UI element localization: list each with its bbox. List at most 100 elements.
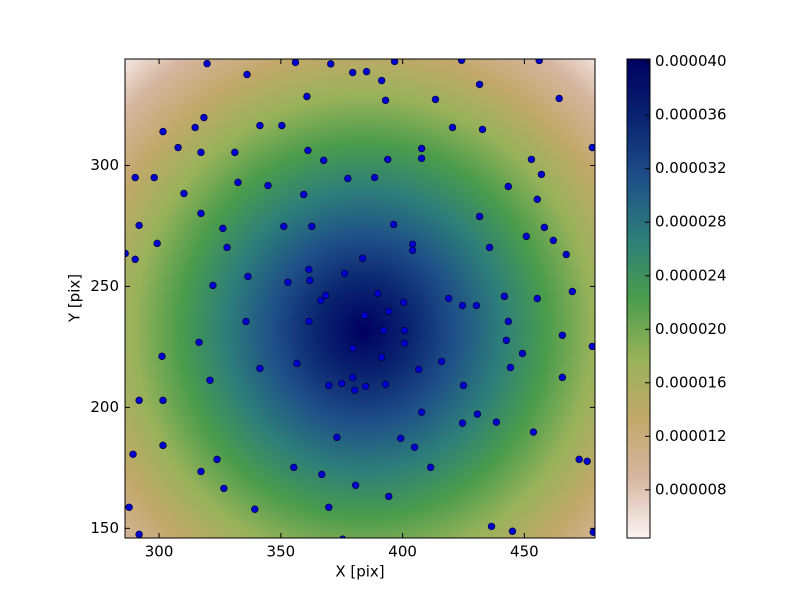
point — [256, 364, 264, 373]
point — [234, 178, 242, 187]
point — [475, 212, 484, 221]
point — [159, 127, 167, 136]
colorbar-tick-label: 0.000008 — [655, 480, 727, 498]
point — [535, 59, 543, 65]
point — [408, 246, 417, 255]
point — [399, 298, 408, 307]
point — [320, 156, 328, 165]
point — [158, 352, 166, 361]
point — [284, 278, 292, 286]
point — [318, 470, 326, 479]
point — [500, 292, 509, 301]
y-tick-label: 300 — [90, 156, 119, 174]
point — [502, 336, 511, 345]
point — [374, 289, 382, 298]
x-tick-label: 350 — [267, 543, 296, 561]
x-axis-label: X [pix] — [335, 563, 384, 581]
point — [197, 148, 205, 157]
point — [533, 294, 541, 303]
point — [135, 221, 143, 230]
point — [180, 189, 188, 198]
point — [131, 173, 139, 182]
colorbar-tick-label: 0.000020 — [655, 320, 727, 338]
point — [400, 339, 409, 347]
point — [389, 220, 398, 229]
point — [174, 143, 182, 152]
point — [396, 434, 405, 443]
point — [303, 92, 311, 101]
point — [213, 455, 221, 464]
x-tick-label: 450 — [510, 543, 539, 561]
point — [338, 379, 346, 388]
point — [458, 419, 467, 427]
colorbar — [626, 58, 651, 539]
point — [562, 250, 570, 259]
point — [321, 291, 330, 300]
y-tick-label: 250 — [90, 277, 119, 295]
point — [583, 457, 591, 466]
point — [300, 190, 308, 199]
point — [197, 467, 205, 476]
point — [457, 59, 466, 64]
point — [231, 148, 239, 157]
point — [251, 505, 259, 513]
point — [305, 317, 313, 326]
point — [381, 380, 390, 389]
point — [472, 301, 481, 310]
point — [522, 232, 531, 241]
y-axis-label: Y [pix] — [66, 274, 84, 323]
colorbar-tick-label: 0.000028 — [655, 213, 727, 231]
point — [568, 287, 577, 296]
point — [129, 450, 137, 458]
point — [540, 223, 549, 232]
point — [125, 503, 133, 511]
colorbar-tick-label: 0.000016 — [655, 373, 727, 391]
point — [492, 418, 501, 426]
point — [348, 68, 357, 77]
points — [125, 59, 595, 538]
point — [555, 94, 563, 103]
point — [200, 113, 208, 122]
colorbar-tick-label: 0.000040 — [655, 52, 727, 70]
y-tick-label: 200 — [90, 398, 119, 416]
point — [135, 396, 143, 405]
point — [350, 386, 359, 394]
point — [431, 95, 440, 104]
point — [361, 382, 370, 391]
point — [444, 294, 453, 303]
point — [379, 326, 388, 335]
point — [527, 155, 536, 164]
point — [410, 443, 419, 451]
point — [333, 433, 341, 442]
point — [414, 365, 423, 374]
point — [417, 144, 426, 153]
point — [206, 376, 214, 384]
point — [209, 281, 217, 290]
point — [306, 276, 314, 285]
point — [589, 528, 595, 536]
point — [588, 342, 595, 351]
point — [506, 363, 515, 372]
point — [219, 224, 227, 233]
point — [504, 182, 513, 191]
point — [223, 243, 231, 252]
density-map — [125, 59, 595, 538]
point — [475, 80, 484, 89]
point — [377, 353, 386, 361]
point — [150, 173, 158, 182]
point — [575, 455, 583, 464]
point — [362, 67, 371, 76]
point — [384, 155, 392, 164]
point — [278, 121, 286, 130]
colorbar-tick-label: 0.000012 — [655, 427, 727, 445]
point — [220, 484, 228, 493]
point — [197, 209, 205, 218]
point — [448, 123, 457, 132]
point — [135, 530, 143, 538]
point — [131, 255, 139, 264]
x-tick-label: 400 — [388, 543, 417, 561]
point — [242, 317, 250, 326]
y-tick-label: 150 — [90, 519, 119, 537]
point — [558, 373, 567, 382]
colorbar-tick-label: 0.000032 — [655, 159, 727, 177]
